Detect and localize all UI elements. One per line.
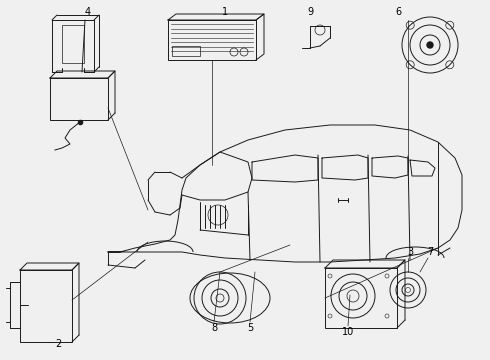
Text: 9: 9 bbox=[307, 7, 313, 17]
Text: 3: 3 bbox=[407, 247, 413, 257]
Text: 4: 4 bbox=[85, 7, 91, 17]
Bar bbox=[50, 78, 108, 120]
Bar bbox=[168, 20, 256, 60]
Text: 2: 2 bbox=[55, 339, 61, 349]
Circle shape bbox=[427, 42, 433, 48]
Text: 5: 5 bbox=[247, 323, 253, 333]
Bar bbox=[325, 268, 397, 328]
Text: 8: 8 bbox=[211, 323, 217, 333]
Bar bbox=[62, 25, 84, 63]
Text: 7: 7 bbox=[427, 247, 433, 257]
Text: 6: 6 bbox=[395, 7, 401, 17]
Bar bbox=[20, 270, 72, 342]
Text: 1: 1 bbox=[222, 7, 228, 17]
Bar bbox=[172, 46, 200, 56]
Text: 10: 10 bbox=[342, 327, 354, 337]
